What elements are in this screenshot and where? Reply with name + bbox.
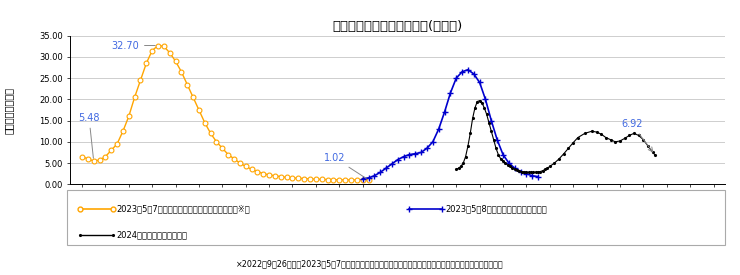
Text: 2024年: 2024年	[572, 206, 598, 215]
Text: 4: 4	[524, 196, 529, 205]
Text: 12月: 12月	[706, 196, 721, 205]
Text: 10: 10	[381, 196, 391, 205]
Text: 2: 2	[196, 196, 201, 205]
Text: 9: 9	[641, 196, 646, 205]
Text: 11: 11	[404, 196, 414, 205]
Text: 7: 7	[313, 196, 319, 205]
Text: ×2022年9月26日から2023年5月7日までの全数報告のデータを元に定点当たり報告数を推計し算出しました。: ×2022年9月26日から2023年5月7日までの全数報告のデータを元に定点当た…	[236, 259, 504, 268]
Text: 5: 5	[266, 196, 272, 205]
Text: 9: 9	[360, 196, 366, 205]
Text: 6: 6	[290, 196, 295, 205]
Text: 8: 8	[617, 196, 622, 205]
Text: 4: 4	[243, 196, 249, 205]
Text: 2023年5月7日までの定点当たり報告数（参考値※）: 2023年5月7日までの定点当たり報告数（参考値※）	[116, 205, 249, 213]
Text: 5.48: 5.48	[78, 112, 100, 158]
Text: 12: 12	[428, 196, 438, 205]
Text: 2024年の定点当たり報告数: 2024年の定点当たり報告数	[116, 230, 187, 239]
Text: 9: 9	[79, 196, 84, 205]
Text: 11: 11	[124, 196, 134, 205]
Text: 2022年: 2022年	[104, 206, 130, 215]
Text: 11: 11	[684, 196, 696, 205]
Text: 1: 1	[454, 196, 459, 205]
Text: 6.92: 6.92	[621, 119, 653, 152]
Text: 6: 6	[571, 196, 576, 205]
Text: 2023年5月8日以降の定点当たり報告数: 2023年5月8日以降の定点当たり報告数	[445, 205, 547, 213]
Text: 32.70: 32.70	[111, 40, 155, 51]
Text: 定点当たり報告数: 定点当たり報告数	[4, 87, 14, 133]
Text: 7: 7	[594, 196, 599, 205]
Text: 1: 1	[173, 196, 178, 205]
Text: 8: 8	[337, 196, 342, 205]
Text: 10: 10	[100, 196, 111, 205]
Text: 1.02: 1.02	[324, 153, 366, 178]
Text: 3: 3	[220, 196, 225, 205]
Text: 10: 10	[662, 196, 672, 205]
Text: 5: 5	[547, 196, 552, 205]
Text: 3: 3	[500, 196, 505, 205]
Text: 2: 2	[477, 196, 482, 205]
Title: 新型コロナウイルス感染症(埼玉県): 新型コロナウイルス感染症(埼玉県)	[332, 20, 463, 33]
Text: 12: 12	[147, 196, 158, 205]
Text: 2023年: 2023年	[291, 206, 317, 215]
